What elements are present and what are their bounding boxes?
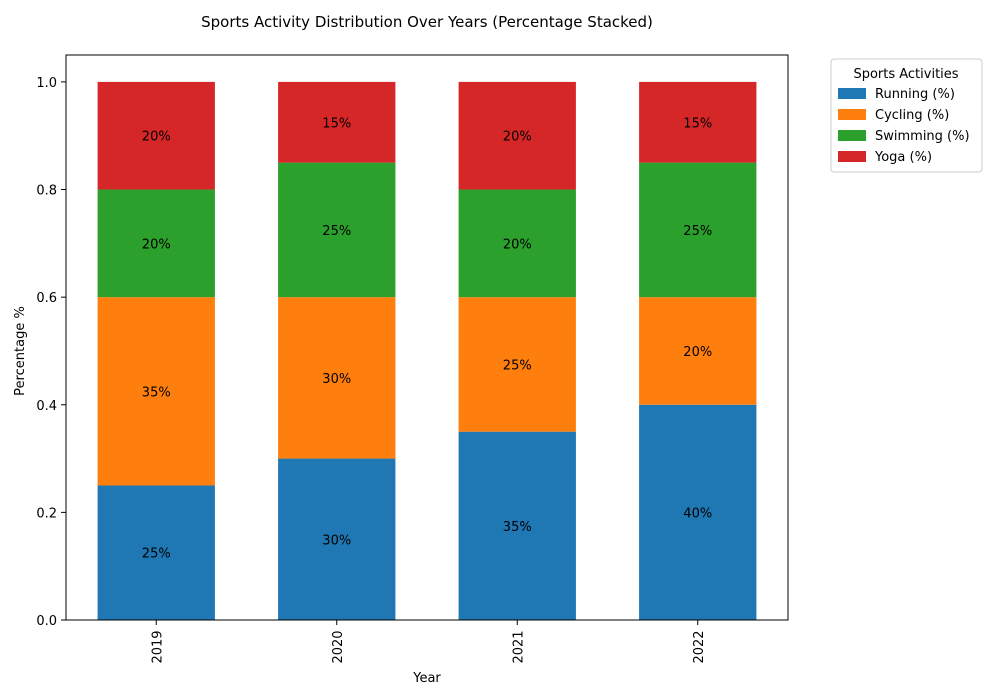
- bar-2022-series-3: [639, 81, 757, 163]
- x-axis-label: Year: [412, 671, 441, 686]
- bar-2020-series-3: [278, 81, 396, 163]
- bar-2019-series-3: [97, 81, 215, 190]
- data-label: 25%: [322, 224, 351, 239]
- legend-swatch: [838, 109, 866, 120]
- data-label: 30%: [322, 372, 351, 387]
- legend-swatch: [838, 88, 866, 99]
- y-tick-label: 0.2: [36, 506, 57, 521]
- bar-2019-series-2: [97, 189, 215, 298]
- data-label: 25%: [503, 358, 532, 373]
- y-axis-label: Percentage %: [13, 306, 28, 396]
- axes-frame: [65, 54, 789, 621]
- legend-label: Running (%): [875, 87, 955, 102]
- data-label: 35%: [142, 385, 171, 400]
- plot-area: 25% 35% 20% 20% 2019 30% 30% 25% 15% 2020 35% 25% 20…: [36, 54, 789, 664]
- y-tick-label: 0.4: [36, 399, 57, 414]
- data-label: 20%: [142, 237, 171, 252]
- data-label: 25%: [142, 547, 171, 562]
- legend-frame: [830, 58, 983, 173]
- bar-2020-series-0: [278, 458, 396, 620]
- bar-2020-series-1: [278, 297, 396, 459]
- y-tick-label: 1.0: [36, 76, 57, 91]
- y-tick-label: 0.0: [36, 614, 57, 629]
- bar-2021-series-0: [458, 431, 576, 620]
- data-label: 30%: [322, 533, 351, 548]
- bar-2022-series-0: [639, 404, 757, 620]
- data-label: 15%: [683, 116, 712, 131]
- legend-label: Swimming (%): [875, 129, 970, 144]
- data-label: 20%: [503, 130, 532, 145]
- x-tick-label: 2021: [511, 630, 526, 663]
- legend-label: Cycling (%): [875, 108, 949, 123]
- bar-2021-series-3: [458, 81, 576, 190]
- bar-2021-series-2: [458, 189, 576, 298]
- bar-2020-series-2: [278, 162, 396, 298]
- data-label: 35%: [503, 520, 532, 535]
- legend-swatch: [838, 130, 866, 141]
- data-label: 20%: [503, 237, 532, 252]
- bar-2019-series-0: [97, 485, 215, 620]
- bar-2022-series-1: [639, 297, 757, 405]
- bar-2019-series-1: [97, 297, 215, 486]
- data-label: 20%: [142, 130, 171, 145]
- legend-title: Sports Activities: [853, 67, 958, 82]
- data-label: 40%: [683, 506, 712, 521]
- data-label: 25%: [683, 224, 712, 239]
- legend: Sports Activities Running (%) Cycling (%)…: [830, 58, 983, 173]
- bar-2022-series-2: [639, 162, 757, 298]
- legend-label: Yoga (%): [874, 150, 932, 165]
- x-tick-label: 2022: [692, 630, 707, 663]
- data-label: 15%: [322, 116, 351, 131]
- chart-title: Sports Activity Distribution Over Years …: [201, 13, 653, 31]
- bar-2021-series-1: [458, 297, 576, 432]
- y-tick-label: 0.6: [36, 291, 57, 306]
- data-label: 20%: [683, 345, 712, 360]
- y-tick-label: 0.8: [36, 184, 57, 199]
- legend-swatch: [838, 151, 866, 162]
- x-tick-label: 2020: [331, 630, 346, 663]
- legend-items: Running (%) Cycling (%) Swimming (%) Yoga (…: [838, 87, 970, 165]
- x-tick-label: 2019: [150, 630, 165, 663]
